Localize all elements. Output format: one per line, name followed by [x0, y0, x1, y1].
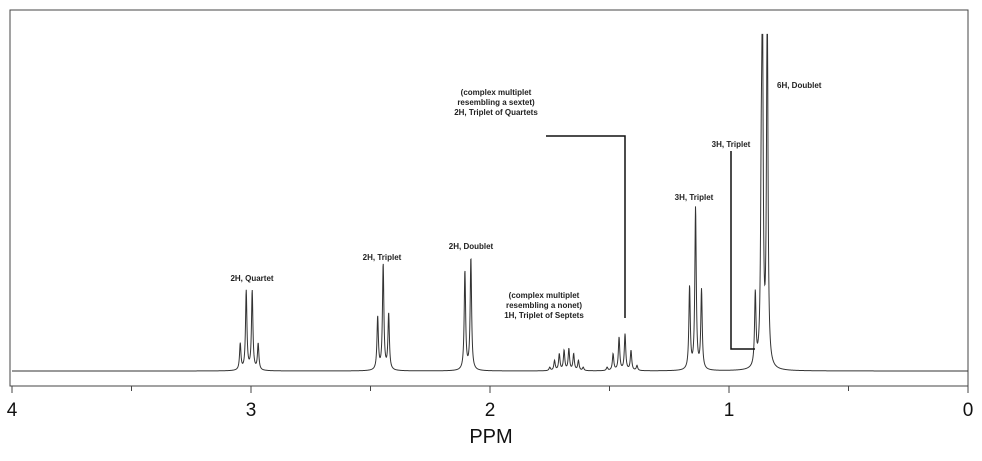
- peak-annotation-label: 2H, Doublet: [449, 242, 494, 251]
- annotation-leader-line: [730, 151, 755, 350]
- peak-annotation-label: (complex multiplet resembling a sextet) 2H…: [454, 88, 538, 117]
- peak-annotation-label: 3H, Triplet: [712, 140, 751, 149]
- x-axis-ticks: [11, 386, 969, 393]
- peak-annotations: 2H, Quartet 2H, Triplet 2H, Doublet (comple…: [230, 81, 822, 350]
- peak-annotation-label: 2H, Triplet: [363, 253, 402, 262]
- peak-annotation-label: 2H, Quartet: [230, 274, 273, 283]
- x-tick-label: 1: [724, 400, 735, 421]
- x-axis-title: PPM: [469, 426, 512, 448]
- x-tick-label: 3: [246, 400, 257, 421]
- peak-annotation-label: (complex multiplet resembling a nonet) 1H,…: [504, 291, 584, 320]
- x-tick-label: 4: [7, 400, 18, 421]
- peak-annotation-label: 3H, Triplet: [675, 193, 714, 202]
- peak-annotation-label: 6H, Doublet: [777, 81, 822, 90]
- x-tick-label: 0: [963, 400, 974, 421]
- x-tick-label: 2: [485, 400, 496, 421]
- plot-frame: [9, 9, 969, 387]
- spectrum-trace: [12, 33, 968, 372]
- x-axis-tick-labels: 4 3 2 1 0: [7, 400, 974, 421]
- annotation-leader-line: [546, 135, 626, 318]
